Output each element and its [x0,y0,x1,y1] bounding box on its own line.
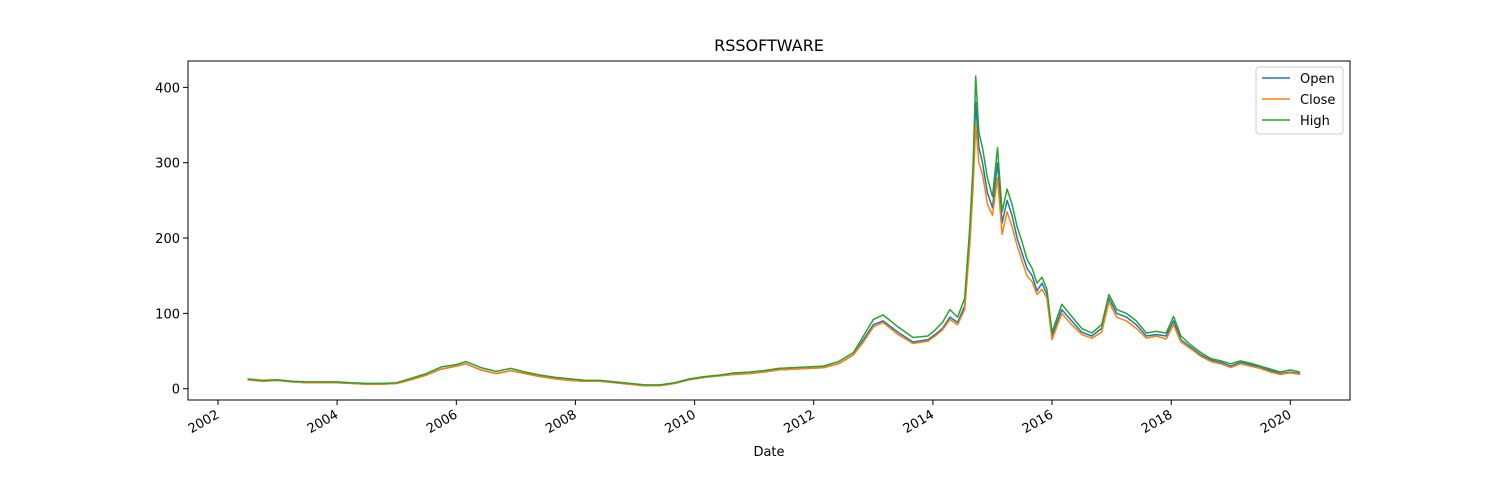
legend-label-open: Open [1300,72,1335,87]
x-tick-label: 2020 [1258,407,1294,437]
plot-frame [187,60,1351,401]
legend: Open Close High [1255,66,1344,135]
y-axis: 0 100 200 300 400 [155,81,188,398]
x-tick-label: 2008 [543,407,579,437]
x-tick-label: 2018 [1139,407,1175,437]
x-tick-label: 2016 [1020,407,1056,437]
x-tick-label: 2014 [901,407,937,437]
y-tick-label: 0 [172,383,180,398]
legend-label-high: High [1300,114,1330,129]
legend-box [1255,66,1344,135]
series-line-high [247,75,1301,386]
y-tick-label: 200 [155,232,180,247]
plot-area [187,60,1351,401]
x-tick-label: 2010 [662,407,698,437]
x-tick-label: 2006 [424,407,460,437]
series-line-close [247,124,1301,387]
x-axis: 2002 2004 2006 2008 2010 2012 2014 2016 2018 2020 [186,400,1294,437]
y-tick-label: 300 [155,157,180,172]
x-tick-label: 2012 [782,407,818,437]
series-line-open [247,101,1301,387]
series-layer [247,75,1301,387]
chart-title: RSSOFTWARE [714,36,824,55]
legend-label-close: Close [1300,93,1335,108]
x-tick-label: 2002 [186,407,222,437]
y-tick-label: 400 [155,81,180,96]
y-tick-label: 100 [155,307,180,322]
x-axis-label: Date [753,445,784,460]
x-tick-label: 2004 [305,407,341,437]
